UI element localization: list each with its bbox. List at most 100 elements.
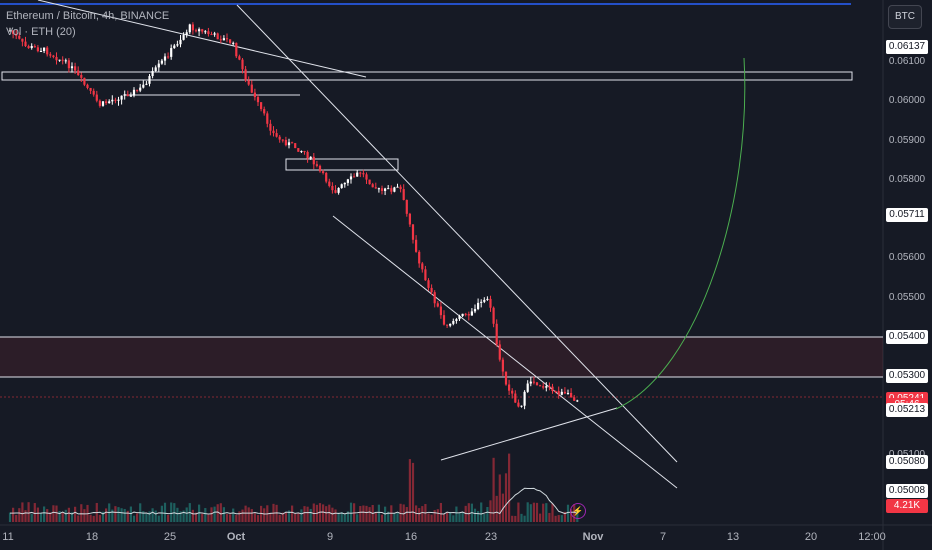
candle-body bbox=[442, 315, 446, 325]
candle-body bbox=[362, 173, 365, 175]
volume-bar bbox=[151, 508, 154, 522]
time-label: 13 bbox=[726, 531, 740, 543]
supply-rectangle-small[interactable] bbox=[285, 158, 399, 171]
volume-indicator-title[interactable]: Vol · ETH (20) bbox=[6, 26, 76, 38]
volume-bar bbox=[566, 504, 570, 522]
candle-body bbox=[111, 99, 114, 102]
candle-body bbox=[123, 94, 126, 96]
candle-body bbox=[377, 188, 380, 190]
volume-bar bbox=[442, 514, 446, 522]
candle-body bbox=[49, 54, 52, 56]
zone-rectangle[interactable] bbox=[0, 337, 883, 377]
candle-body bbox=[256, 97, 260, 103]
candle-body bbox=[542, 386, 545, 388]
volume-bar bbox=[455, 506, 458, 522]
candle-body bbox=[260, 102, 263, 110]
candle-body bbox=[132, 89, 136, 96]
trendline-support-rising[interactable] bbox=[440, 407, 618, 461]
candle-body bbox=[495, 323, 498, 345]
candle-body bbox=[46, 47, 49, 55]
candle-body bbox=[275, 133, 278, 137]
candle-body bbox=[523, 391, 526, 406]
candle-body bbox=[83, 77, 86, 85]
time-label: 16 bbox=[404, 531, 418, 543]
volume-bar bbox=[207, 514, 210, 522]
volume-bar bbox=[154, 510, 157, 522]
volume-bar bbox=[477, 511, 480, 522]
candle-body bbox=[216, 33, 219, 40]
candle-body bbox=[219, 39, 222, 41]
volume-bar bbox=[15, 514, 18, 522]
candle-body bbox=[393, 187, 396, 192]
volume-bar bbox=[160, 505, 163, 522]
candle-body bbox=[244, 69, 247, 81]
volume-bar bbox=[216, 504, 219, 522]
candle-body bbox=[191, 24, 194, 31]
volume-bar bbox=[269, 512, 272, 522]
candle-body bbox=[108, 101, 111, 104]
candle-body bbox=[278, 136, 281, 140]
volume-bar bbox=[449, 511, 452, 522]
price-label: 0.05600 bbox=[888, 252, 926, 264]
candlesticks[interactable] bbox=[8, 22, 579, 410]
trendline-top-left[interactable] bbox=[37, 0, 367, 78]
candle-body bbox=[287, 142, 291, 146]
candle-body bbox=[539, 385, 542, 387]
volume-bar bbox=[129, 506, 132, 522]
volume-bar bbox=[281, 512, 284, 522]
currency-button[interactable]: BTC bbox=[888, 5, 922, 29]
candle-body bbox=[194, 30, 198, 32]
volume-bar bbox=[229, 514, 232, 522]
candle-body bbox=[427, 280, 430, 288]
volume-bar bbox=[489, 500, 492, 522]
candle-body bbox=[58, 59, 61, 61]
candle-body bbox=[334, 190, 337, 193]
time-label: 7 bbox=[659, 531, 667, 543]
price-label: 0.06000 bbox=[888, 95, 926, 107]
volume-bar bbox=[238, 511, 241, 522]
candle-body bbox=[387, 188, 390, 190]
candle-body bbox=[529, 381, 532, 384]
candle-body bbox=[207, 31, 210, 35]
volume-bar bbox=[244, 505, 247, 522]
candle-body bbox=[411, 224, 415, 240]
volume-bar bbox=[539, 513, 542, 522]
volume-bar bbox=[430, 514, 433, 522]
candle-body bbox=[167, 56, 170, 58]
volume-bar bbox=[27, 502, 30, 522]
candle-body bbox=[464, 313, 467, 315]
volume-bar bbox=[80, 504, 83, 522]
candle-body bbox=[229, 39, 232, 43]
volume-bar bbox=[427, 513, 430, 522]
candle-body bbox=[545, 386, 548, 388]
volume-bar bbox=[167, 514, 170, 522]
volume-bar bbox=[545, 503, 548, 522]
candle-body bbox=[340, 184, 343, 188]
candle-body bbox=[253, 92, 256, 98]
volume-bar bbox=[55, 505, 58, 522]
volume-bar bbox=[340, 512, 343, 522]
lightning-icon[interactable]: ⚡ bbox=[570, 503, 586, 519]
price-label: 0.05100 bbox=[888, 448, 926, 460]
symbol-title[interactable]: Ethereum / Bitcoin, 4h, BINANCE bbox=[6, 10, 170, 22]
projection-arc[interactable] bbox=[615, 57, 746, 410]
resistance-rectangle-wide[interactable] bbox=[1, 71, 853, 81]
trendline-channel-lower[interactable] bbox=[332, 215, 678, 489]
volume-bar bbox=[551, 503, 554, 522]
volume-bar bbox=[12, 507, 15, 522]
volume-bar bbox=[182, 510, 185, 522]
candle-body bbox=[353, 176, 356, 178]
volume-bar bbox=[514, 515, 517, 522]
candle-body bbox=[145, 83, 148, 85]
trendline-main-down[interactable] bbox=[236, 4, 678, 463]
candle-body bbox=[24, 41, 27, 47]
volume-bar bbox=[163, 502, 167, 522]
candle-body bbox=[421, 263, 424, 270]
candle-body bbox=[461, 313, 464, 316]
volume-bar bbox=[185, 507, 188, 522]
time-label: 18 bbox=[85, 531, 99, 543]
candle-body bbox=[294, 143, 297, 149]
volume-bar bbox=[393, 513, 396, 522]
